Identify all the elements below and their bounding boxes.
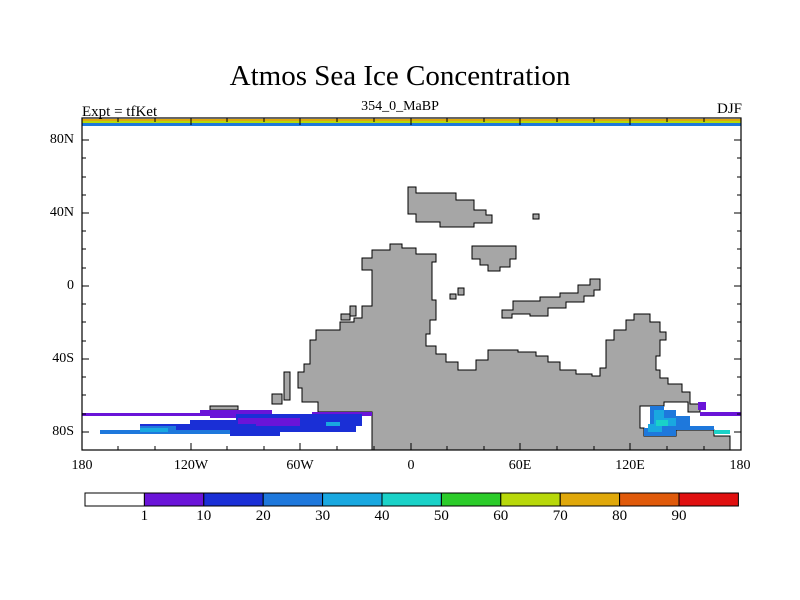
colorbar-label: 40 xyxy=(374,508,390,524)
colorbar xyxy=(84,492,739,507)
colorbar-swatch xyxy=(678,492,739,507)
land-sliver-c xyxy=(209,405,239,411)
lon-label-0: 0 xyxy=(407,458,415,473)
lon-label-120e: 120E xyxy=(615,458,645,473)
land-islet-b xyxy=(449,293,457,300)
land-east-block xyxy=(471,245,517,272)
colorbar-swatch xyxy=(559,492,621,507)
land-tethys-bar xyxy=(501,278,601,319)
lon-label-180w: 180 xyxy=(71,458,93,473)
colorbar-label: 10 xyxy=(196,508,212,524)
colorbar-swatch xyxy=(203,492,264,507)
land-islet-ne xyxy=(532,213,540,220)
colorbar-label: 80 xyxy=(612,508,628,524)
colorbar-swatch xyxy=(143,492,205,507)
lon-label-120w: 120W xyxy=(173,458,209,473)
colorbar-swatch xyxy=(381,492,442,507)
land-islet-c xyxy=(349,305,357,317)
colorbar-label: 60 xyxy=(493,508,509,524)
land-northern-fragment xyxy=(407,186,493,228)
period-label: 354_0_MaBP xyxy=(361,99,439,114)
colorbar-swatch xyxy=(500,492,561,507)
sea-ice-west xyxy=(82,410,372,436)
lat-label-40s: 40S xyxy=(52,351,74,366)
lat-label-eq: 0 xyxy=(67,278,74,293)
land-sliver-a xyxy=(283,371,291,401)
ice-west-light-blue xyxy=(140,428,168,432)
sea-ice-east xyxy=(644,402,741,436)
ice-west-cyan-patch xyxy=(326,422,340,426)
colorbar-swatch xyxy=(262,492,324,507)
colorbar-label: 70 xyxy=(552,508,568,524)
colorbar-swatch xyxy=(322,492,383,507)
lon-label-60e: 60E xyxy=(508,458,532,473)
colorbar-label: 30 xyxy=(315,508,331,524)
ice-east-cyan-b xyxy=(714,430,730,434)
colorbar-label: 50 xyxy=(433,508,449,524)
lon-label-60w: 60W xyxy=(286,458,314,473)
ice-east-purple-rim xyxy=(700,412,741,416)
colorbar-label: 20 xyxy=(255,508,271,524)
colorbar-swatch xyxy=(440,492,502,507)
colorbar-label: 90 xyxy=(671,508,687,524)
lat-label-80n: 80N xyxy=(49,132,74,147)
lon-label-180e: 180 xyxy=(729,458,751,473)
colorbar-swatch xyxy=(84,492,145,507)
map-title: Atmos Sea Ice Concentration xyxy=(229,60,571,92)
colorbar-swatch xyxy=(619,492,680,507)
land-gondwana xyxy=(297,243,731,451)
season-label: DJF xyxy=(716,101,742,117)
colorbar-label: 1 xyxy=(140,508,149,524)
ice-east-purple-patch xyxy=(698,402,706,410)
lat-label-80s: 80S xyxy=(52,424,74,439)
ice-west-purple-patch xyxy=(238,418,300,426)
land-sliver-b xyxy=(271,393,283,405)
land-islet-d xyxy=(340,313,351,321)
lat-ticks xyxy=(82,139,741,433)
ice-east-cyan xyxy=(656,420,668,426)
experiment-label: Expt = tfKet xyxy=(82,104,158,120)
land-masses xyxy=(209,186,731,451)
lon-ticks xyxy=(117,118,705,450)
lat-label-40n: 40N xyxy=(49,205,74,220)
land-islet-a xyxy=(457,287,465,296)
